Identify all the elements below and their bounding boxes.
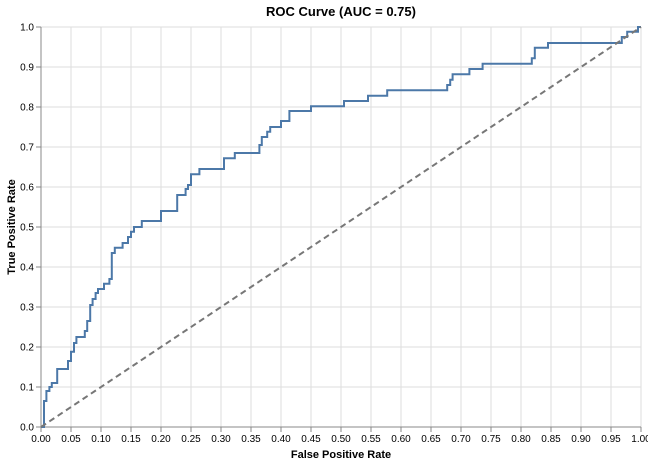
y-tick-label: 0.6 <box>20 183 34 194</box>
x-tick-label: 0.90 <box>571 434 591 445</box>
x-tick-label: 0.80 <box>511 434 531 445</box>
y-axis-title: True Positive Rate <box>6 179 18 274</box>
x-tick-label: 0.55 <box>361 434 381 445</box>
y-tick-label: 0.4 <box>20 263 34 274</box>
x-tick-label: 0.95 <box>601 434 621 445</box>
y-tick-label: 0.0 <box>20 423 34 434</box>
x-tick-label: 0.05 <box>61 434 81 445</box>
y-tick-label: 1.0 <box>20 23 34 34</box>
y-tick-label: 0.3 <box>20 303 34 314</box>
x-tick-label: 0.45 <box>301 434 321 445</box>
x-tick-label: 0.75 <box>481 434 501 445</box>
x-axis-title: False Positive Rate <box>291 449 391 461</box>
y-tick-label: 0.5 <box>20 223 34 234</box>
grid <box>40 26 642 428</box>
roc-curve-line <box>41 26 641 428</box>
y-tick-label: 0.1 <box>20 383 34 394</box>
x-tick-label: 1.00 <box>631 434 648 445</box>
chart-title: ROC Curve (AUC = 0.75) <box>266 4 416 19</box>
x-tick-label: 0.30 <box>211 434 231 445</box>
x-tick-label: 0.25 <box>181 434 201 445</box>
x-tick-label: 0.00 <box>31 434 51 445</box>
x-tick-label: 0.50 <box>331 434 351 445</box>
x-tick-label: 0.10 <box>91 434 111 445</box>
x-tick-label: 0.65 <box>421 434 441 445</box>
x-tick-label: 0.35 <box>241 434 261 445</box>
series-layer <box>40 26 642 428</box>
y-tick-label: 0.7 <box>20 143 34 154</box>
x-tick-label: 0.15 <box>121 434 141 445</box>
diagonal-reference-line <box>40 26 642 428</box>
axes: 0.00 0.05 0.10 0.15 0.20 0.25 0.30 0.35 0.40 0.45… <box>20 23 648 446</box>
x-tick-label: 0.85 <box>541 434 561 445</box>
x-tick-label: 0.20 <box>151 434 171 445</box>
x-tick-label: 0.40 <box>271 434 291 445</box>
y-tick-label: 0.9 <box>20 63 34 74</box>
y-tick-label: 0.8 <box>20 103 34 114</box>
x-tick-label: 0.60 <box>391 434 411 445</box>
x-tick-label: 0.70 <box>451 434 471 445</box>
y-tick-label: 0.2 <box>20 343 34 354</box>
